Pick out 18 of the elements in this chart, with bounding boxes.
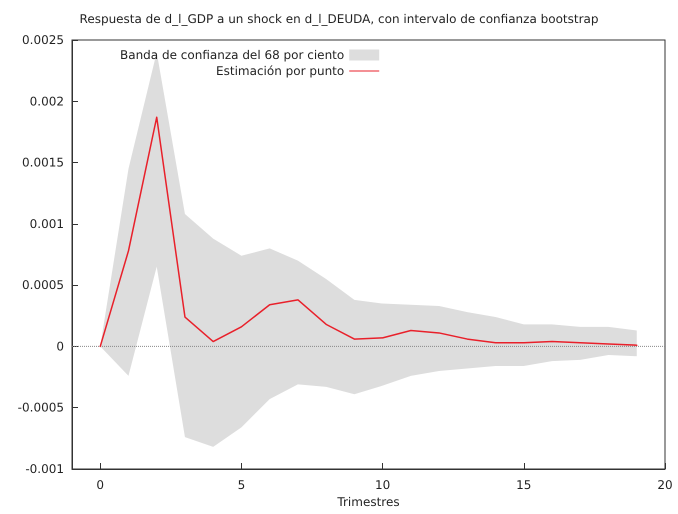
y-tick-label: 0.002 — [30, 94, 64, 108]
y-tick-label: -0.001 — [25, 462, 64, 476]
x-tick-label: 15 — [516, 478, 532, 492]
y-tick-label: 0.001 — [30, 216, 64, 231]
x-axis-title: Trimestres — [336, 494, 400, 509]
line-series — [99, 116, 638, 348]
y-tick-label: 0 — [56, 339, 64, 354]
chart-title: Respuesta de d_l_GDP a un shock en d_l_DEUDA, con intervalo de confianza bootstrap — [80, 12, 598, 26]
x-tick-label: 0 — [96, 478, 104, 492]
x-tick-label: 5 — [238, 478, 246, 492]
y-tick-label: 0.0015 — [22, 156, 64, 170]
legend-label: Estimación por punto — [216, 64, 344, 78]
y-tick-label: 0.0005 — [22, 278, 64, 292]
legend-label: Banda de confianza del 68 por ciento — [120, 48, 344, 62]
x-tick-label: 10 — [374, 478, 390, 492]
y-tick-label: -0.0005 — [18, 400, 64, 415]
y-tick-label: 0.0025 — [22, 33, 64, 47]
x-tick-label: 20 — [657, 478, 673, 492]
